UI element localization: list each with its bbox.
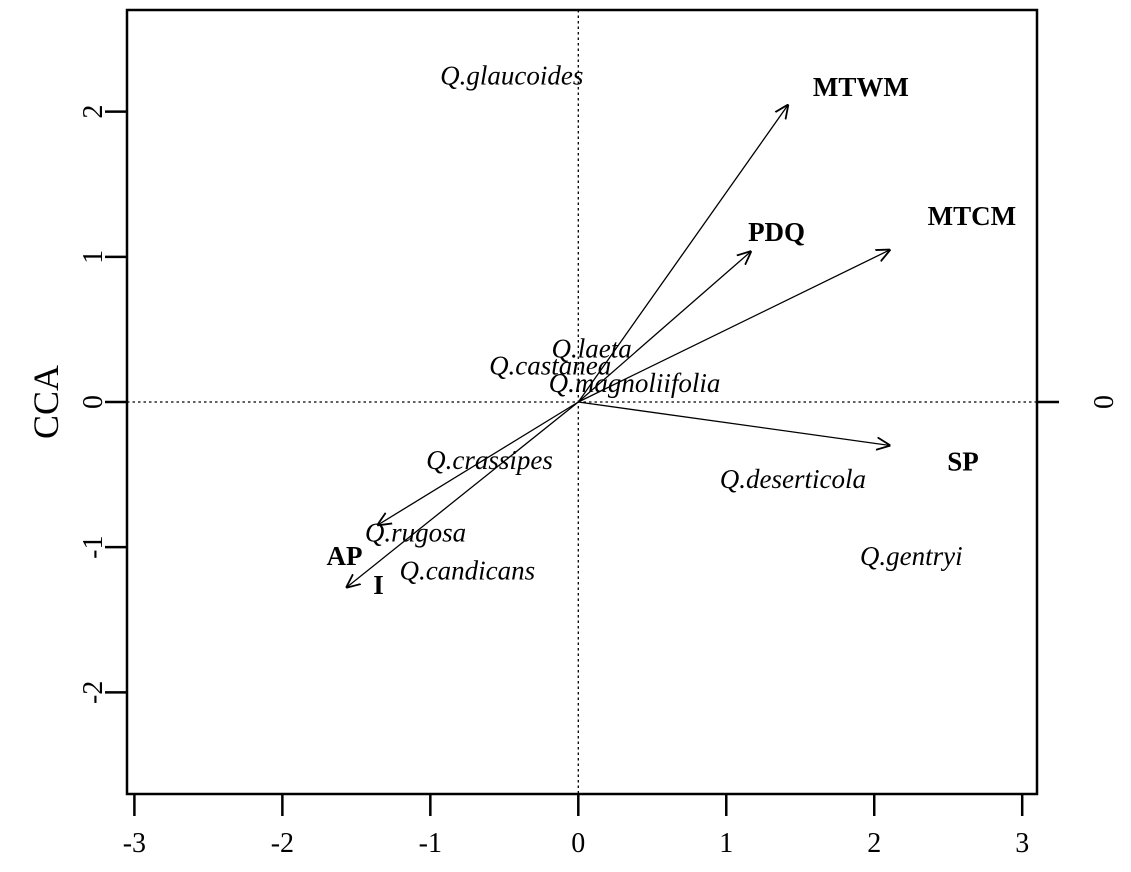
vector-label: MTCM (928, 201, 1016, 231)
right-axis-label: 0 (1089, 395, 1120, 409)
y-tick-label: 0 (78, 395, 109, 409)
vector-label: SP (947, 447, 979, 477)
species-label: Q.castanea (489, 351, 611, 381)
y-tick-label: 2 (78, 105, 109, 119)
x-tick-label: 3 (1015, 828, 1029, 859)
species-label: Q.glaucoides (440, 60, 583, 90)
vector-arrow (577, 104, 788, 403)
y-tick-label: -1 (78, 536, 109, 559)
vector-arrow (577, 251, 751, 403)
x-tick-label: -1 (419, 828, 442, 859)
vector-arrow (346, 401, 579, 588)
right-axis: 0 (1037, 395, 1120, 409)
vector-arrow (377, 401, 579, 525)
x-tick-label: -3 (123, 828, 146, 859)
vector-arrow (578, 250, 890, 403)
species-label: Q.magnoliifolia (549, 368, 721, 398)
y-axis-title: CCA (26, 365, 66, 439)
species-label: Q.laeta (551, 333, 631, 363)
vector-label: I (373, 570, 384, 600)
environmental-vectors: MTWM PDQ MTCM SP AP I (327, 72, 1017, 600)
vector-label: AP (327, 541, 363, 571)
species-label: Q.candicans (399, 555, 535, 585)
species-label: Q.crassipes (426, 445, 553, 475)
species-scores: Q.glaucoides Q.laetaQ.castaneaQ.magnoliif… (365, 60, 963, 585)
vector-label: MTWM (813, 72, 909, 102)
vector-label: PDQ (748, 217, 805, 247)
x-tick-label: 1 (719, 828, 733, 859)
x-tick-label: 2 (867, 828, 881, 859)
y-axis: -2 -1 0 1 2 (78, 105, 127, 704)
species-label: Q.deserticola (720, 464, 866, 494)
species-label: Q.rugosa (365, 518, 466, 548)
vector-arrow (578, 401, 890, 446)
x-tick-label: 0 (571, 828, 585, 859)
species-label: Q.gentryi (860, 541, 963, 571)
y-tick-label: 1 (78, 250, 109, 264)
x-axis: -3 -2 -1 0 1 2 3 (123, 794, 1029, 859)
y-tick-label: -2 (78, 681, 109, 704)
x-tick-label: -2 (271, 828, 294, 859)
